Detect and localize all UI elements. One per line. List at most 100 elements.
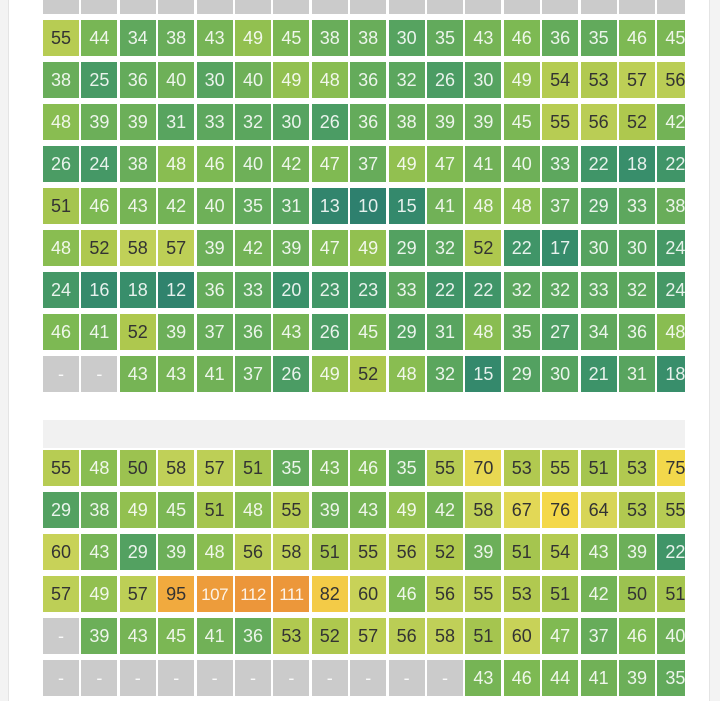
heatmap-cell: 32	[388, 62, 425, 98]
heatmap-cell: 43	[119, 188, 156, 224]
heatmap-cell: 30	[580, 230, 617, 266]
heatmap-cell: 51	[196, 492, 233, 528]
heatmap-cell: 49	[235, 20, 271, 56]
heatmap-cell: 17	[542, 230, 579, 266]
heatmap-cell: 49	[388, 146, 425, 182]
heatmap-cell: 48	[465, 314, 502, 350]
heatmap-cell: 76	[542, 492, 579, 528]
heatmap-cell: 32	[427, 356, 463, 392]
heatmap-cell: 58	[273, 534, 310, 570]
heatmap-cell: 23	[350, 272, 387, 308]
heatmap-cell: 30	[388, 20, 425, 56]
heatmap-cell: 36	[350, 104, 387, 140]
heatmap-cell: 39	[465, 534, 502, 570]
heatmap-cell: 37	[235, 356, 271, 392]
heatmap-cell-missing: -	[465, 0, 502, 14]
heatmap-cell: 55	[43, 450, 79, 486]
heatmap-cell: 33	[619, 188, 655, 224]
heatmap-cell: 45	[657, 20, 685, 56]
heatmap-cell-missing: -	[580, 0, 617, 14]
heatmap-cell: 58	[119, 230, 156, 266]
heatmap-cell: 24	[81, 146, 118, 182]
heatmap-cell: 36	[119, 62, 156, 98]
heatmap-cell: 18	[619, 146, 655, 182]
heatmap-cell: 45	[273, 20, 310, 56]
heatmap-cell: 48	[43, 230, 79, 266]
heatmap-cell: 48	[657, 314, 685, 350]
heatmap-cell: 82	[311, 576, 348, 612]
heatmap-cell-missing: -	[43, 618, 79, 654]
heatmap-cell: 29	[580, 188, 617, 224]
heatmap-cell: 22	[427, 272, 463, 308]
heatmap-cell: 52	[119, 314, 156, 350]
heatmap-cell: 43	[119, 618, 156, 654]
heatmap-cell-missing: -	[657, 0, 685, 14]
heatmap-cell: 38	[311, 20, 348, 56]
heatmap-cell: 36	[542, 20, 579, 56]
heatmap-cell: 55	[273, 492, 310, 528]
heatmap-cell: 51	[542, 576, 579, 612]
heatmap-cell: 37	[350, 146, 387, 182]
heatmap-cell: 49	[503, 62, 540, 98]
heatmap-cell: 32	[619, 272, 655, 308]
heatmap-cell: 40	[503, 146, 540, 182]
heatmap-cell-missing: -	[43, 356, 79, 392]
heatmap-cell: 31	[427, 314, 463, 350]
heatmap-cell: 30	[542, 356, 579, 392]
heatmap-cell: 58	[465, 492, 502, 528]
heatmap-cell: 52	[465, 230, 502, 266]
heatmap-cell: 54	[542, 534, 579, 570]
heatmap-cell: 107	[196, 576, 233, 612]
heatmap-cell: 16	[81, 272, 118, 308]
heatmap-cell: 46	[619, 618, 655, 654]
heatmap-cell: 18	[657, 356, 685, 392]
heatmap-cell: 39	[81, 104, 118, 140]
heatmap-cell: 35	[657, 660, 685, 696]
heatmap-cell: 29	[119, 534, 156, 570]
heatmap-cell: 60	[350, 576, 387, 612]
heatmap-cell: 48	[503, 188, 540, 224]
heatmap-cell: 26	[43, 146, 79, 182]
heatmap-cell: 58	[158, 450, 195, 486]
heatmap-cell: 60	[503, 618, 540, 654]
heatmap-cell: 52	[350, 356, 387, 392]
heatmap-cell: 24	[657, 272, 685, 308]
heatmap-cell: 48	[311, 62, 348, 98]
heatmap-cell-missing: -	[158, 0, 195, 14]
heatmap-cell: 32	[542, 272, 579, 308]
heatmap-cell-missing: -	[273, 0, 310, 14]
heatmap-cell-missing: -	[503, 0, 540, 14]
heatmap-cell: 55	[542, 450, 579, 486]
heatmap-cell: 33	[542, 146, 579, 182]
heatmap-cell-missing: -	[119, 0, 156, 14]
heatmap-cell: 52	[619, 104, 655, 140]
heatmap-cell: 29	[43, 492, 79, 528]
heatmap-cell: 42	[273, 146, 310, 182]
heatmap-cell: 33	[235, 272, 271, 308]
heatmap-cell: 38	[657, 188, 685, 224]
heatmap-cell: 22	[657, 146, 685, 182]
heatmap-cell: 38	[350, 20, 387, 56]
heatmap-cell: 36	[619, 314, 655, 350]
heatmap-cell: 57	[619, 62, 655, 98]
heatmap-cell-missing: -	[273, 660, 310, 696]
heatmap-cell: 47	[427, 146, 463, 182]
heatmap-cell: 50	[119, 450, 156, 486]
heatmap-cell: 46	[196, 146, 233, 182]
heatmap-cell: 43	[465, 660, 502, 696]
heatmap-cell: 41	[580, 660, 617, 696]
heatmap-cell: 55	[657, 492, 685, 528]
heatmap-cell: 29	[388, 230, 425, 266]
heatmap-cell: 51	[580, 450, 617, 486]
heatmap-cell: 55	[350, 534, 387, 570]
heatmap-cell-missing: -	[196, 0, 233, 14]
heatmap-cell: 57	[196, 450, 233, 486]
block-divider	[43, 420, 685, 448]
heatmap-cell: 56	[427, 576, 463, 612]
heatmap-cell: 56	[657, 62, 685, 98]
heatmap-cell: 39	[619, 660, 655, 696]
heatmap-cell: 39	[81, 618, 118, 654]
heatmap-cell-missing: -	[311, 660, 348, 696]
heatmap-cell: 51	[465, 618, 502, 654]
heatmap-cell: 26	[311, 104, 348, 140]
